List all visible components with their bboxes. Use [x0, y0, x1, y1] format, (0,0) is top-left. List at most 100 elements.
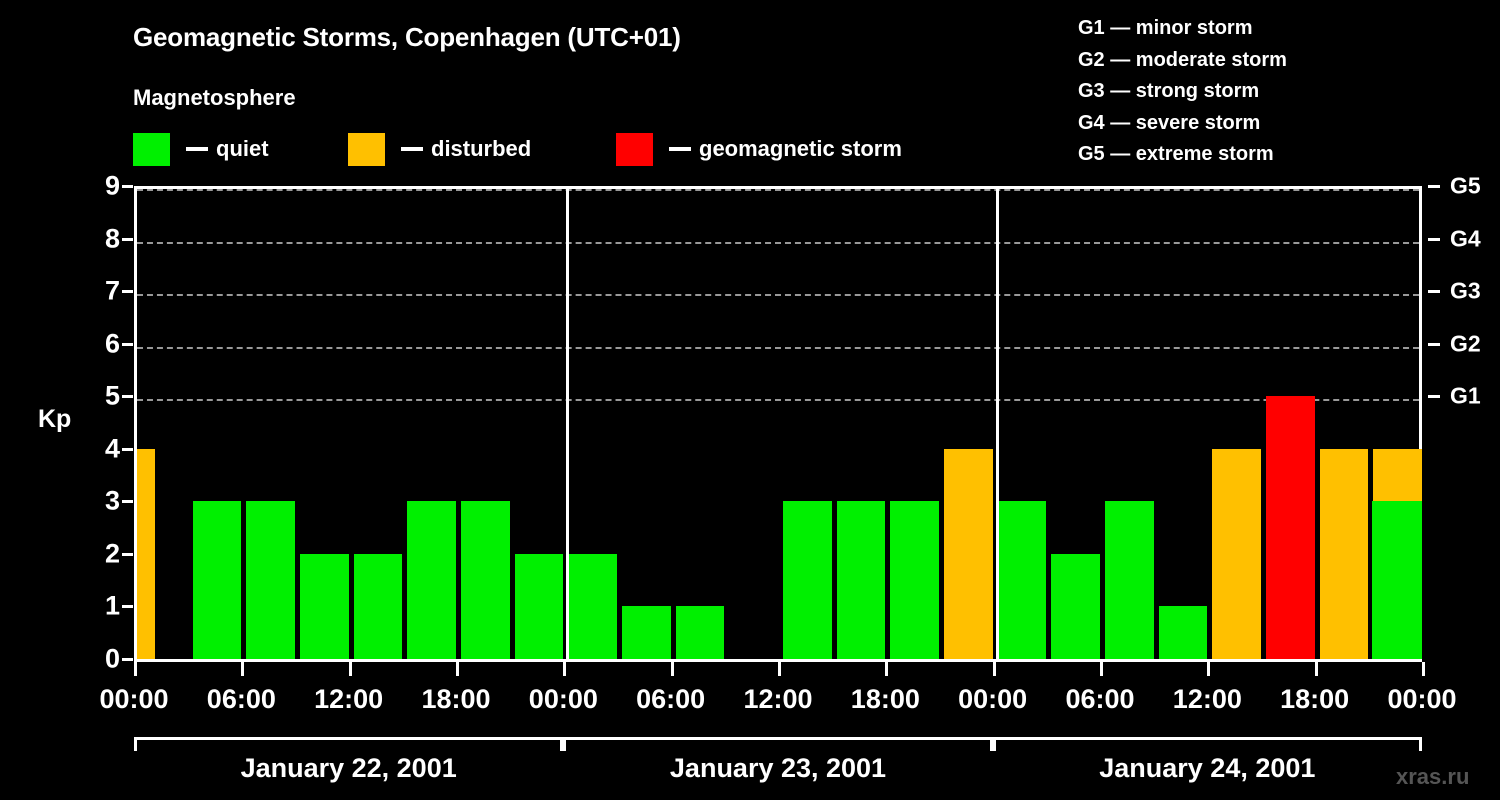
g-scale-row-1: G1 — minor storm — [1078, 17, 1253, 39]
x-axis-tick — [134, 662, 137, 676]
bar — [890, 501, 939, 659]
legend-label-quiet: quiet — [216, 136, 269, 161]
bar — [836, 501, 886, 659]
y-tick-6 — [122, 342, 133, 346]
y-tick-label-0: 0 — [104, 643, 120, 674]
g-axis-tick-G4 — [1428, 237, 1440, 241]
legend-dash-icon — [669, 147, 691, 151]
bar — [192, 501, 242, 659]
g-axis-tick-G3 — [1428, 290, 1440, 294]
day-bracket-2 — [563, 737, 993, 751]
y-tick-label-4: 4 — [104, 433, 120, 464]
x-axis-tick — [1314, 662, 1318, 676]
bar — [1372, 501, 1422, 659]
bar — [675, 606, 725, 659]
g-axis-tick-G5 — [1428, 185, 1440, 188]
bar — [568, 553, 617, 659]
x-axis-tick — [348, 662, 352, 676]
bar — [1158, 606, 1208, 659]
x-axis-tick — [1422, 662, 1425, 676]
x-axis-time-label: 00:00 — [528, 684, 598, 714]
date-caption: January 23, 2001 — [669, 753, 887, 783]
g-axis-label-G4: G4 — [1450, 225, 1481, 252]
legend-entry-disturbed: disturbed — [348, 131, 531, 167]
legend-label-disturbed: disturbed — [431, 136, 532, 161]
y-tick-label-7: 7 — [104, 275, 120, 306]
g-scale-row-4: G4 — severe storm — [1078, 111, 1261, 134]
legend-label-geomagnetic-storm: geomagnetic storm — [699, 136, 902, 161]
bar — [1212, 448, 1261, 659]
y-tick-1 — [122, 605, 133, 609]
x-axis-time-label: 12:00 — [1172, 684, 1242, 714]
gridline-kp-7 — [137, 294, 1419, 297]
legend-entry-geomagnetic-storm: geomagnetic storm — [616, 131, 902, 167]
g-axis-label-G3: G3 — [1450, 277, 1481, 304]
bar — [1319, 448, 1369, 659]
g-scale-legend: G1 — minor storm G2 — moderate storm G3 — … — [1078, 13, 1287, 171]
x-axis-time-label: 18:00 — [850, 684, 920, 714]
legend-dash-icon — [401, 147, 423, 151]
x-axis-time-label: 12:00 — [314, 684, 384, 714]
y-tick-label-5: 5 — [104, 380, 120, 411]
bar — [1051, 553, 1100, 659]
x-axis-time-labels: 00:00 06:00 12:00 18:00 00:00 06:00 12:00 18:00… — [0, 684, 1500, 720]
y-tick-5 — [122, 395, 133, 399]
x-axis-tick — [1207, 662, 1211, 676]
y-tick-3 — [122, 500, 133, 504]
legend-swatch-disturbed — [348, 132, 385, 166]
g-axis-label-G2: G2 — [1450, 330, 1481, 357]
legend-entry-quiet: quiet — [133, 131, 269, 167]
x-axis-time-label: 06:00 — [636, 684, 706, 714]
x-axis-time-label: 06:00 — [206, 684, 276, 714]
legend-dash-icon — [186, 147, 208, 151]
page-title: Geomagnetic Storms, Copenhagen (UTC+01) — [133, 22, 681, 52]
x-axis-time-label: 06:00 — [1065, 684, 1135, 714]
y-tick-label-6: 6 — [104, 328, 120, 359]
g-axis-label-G5: G5 — [1450, 172, 1481, 199]
x-axis-ticks — [134, 662, 1425, 676]
watermark: xras.ru — [1396, 764, 1470, 789]
g-axis-tick-G1 — [1428, 395, 1440, 399]
bar — [622, 606, 671, 659]
y-tick-0 — [122, 658, 133, 661]
x-axis-tick — [670, 662, 674, 676]
gridline-kp-5 — [137, 399, 1419, 402]
x-axis-tick — [778, 662, 781, 676]
day-divider-2 — [995, 189, 999, 659]
y-tick-label-8: 8 — [104, 223, 120, 254]
day-bracket-1 — [134, 737, 564, 751]
x-axis-tick — [1100, 662, 1103, 676]
x-axis-tick — [456, 662, 459, 676]
x-axis-time-label: 18:00 — [421, 684, 491, 714]
bar — [461, 501, 510, 659]
x-axis-tick — [992, 662, 996, 676]
bar — [137, 448, 155, 659]
g-scale-row-3: G3 — strong storm — [1078, 80, 1260, 102]
y-tick-label-3: 3 — [104, 485, 120, 516]
date-caption: January 24, 2001 — [1099, 753, 1316, 783]
bar — [1266, 396, 1315, 659]
bar — [783, 501, 832, 659]
bar — [1105, 501, 1154, 659]
g-axis-tick-G2 — [1428, 342, 1440, 346]
y-tick-8 — [122, 237, 133, 241]
bar — [944, 448, 993, 659]
chart-subtitle: Magnetosphere — [133, 85, 296, 110]
y-tick-7 — [122, 290, 133, 294]
bar — [300, 553, 349, 659]
g-scale-row-5: G5 — extreme storm — [1078, 143, 1274, 165]
y-axis-title: Kp — [38, 405, 72, 433]
x-axis-tick — [885, 662, 889, 676]
legend-swatch-geomagnetic-storm — [616, 132, 653, 166]
day-divider-1 — [566, 189, 570, 659]
day-bracket-3 — [992, 737, 1422, 751]
g-scale-row-2: G2 — moderate storm — [1078, 48, 1287, 71]
bar — [514, 553, 564, 659]
gridline-kp-6 — [137, 346, 1419, 349]
gridline-kp-8 — [137, 241, 1419, 244]
date-caption: January 22, 2001 — [240, 753, 457, 783]
x-axis-time-label: 00:00 — [99, 684, 169, 714]
x-axis-line — [134, 659, 1422, 662]
legend-swatch-quiet — [133, 132, 170, 166]
